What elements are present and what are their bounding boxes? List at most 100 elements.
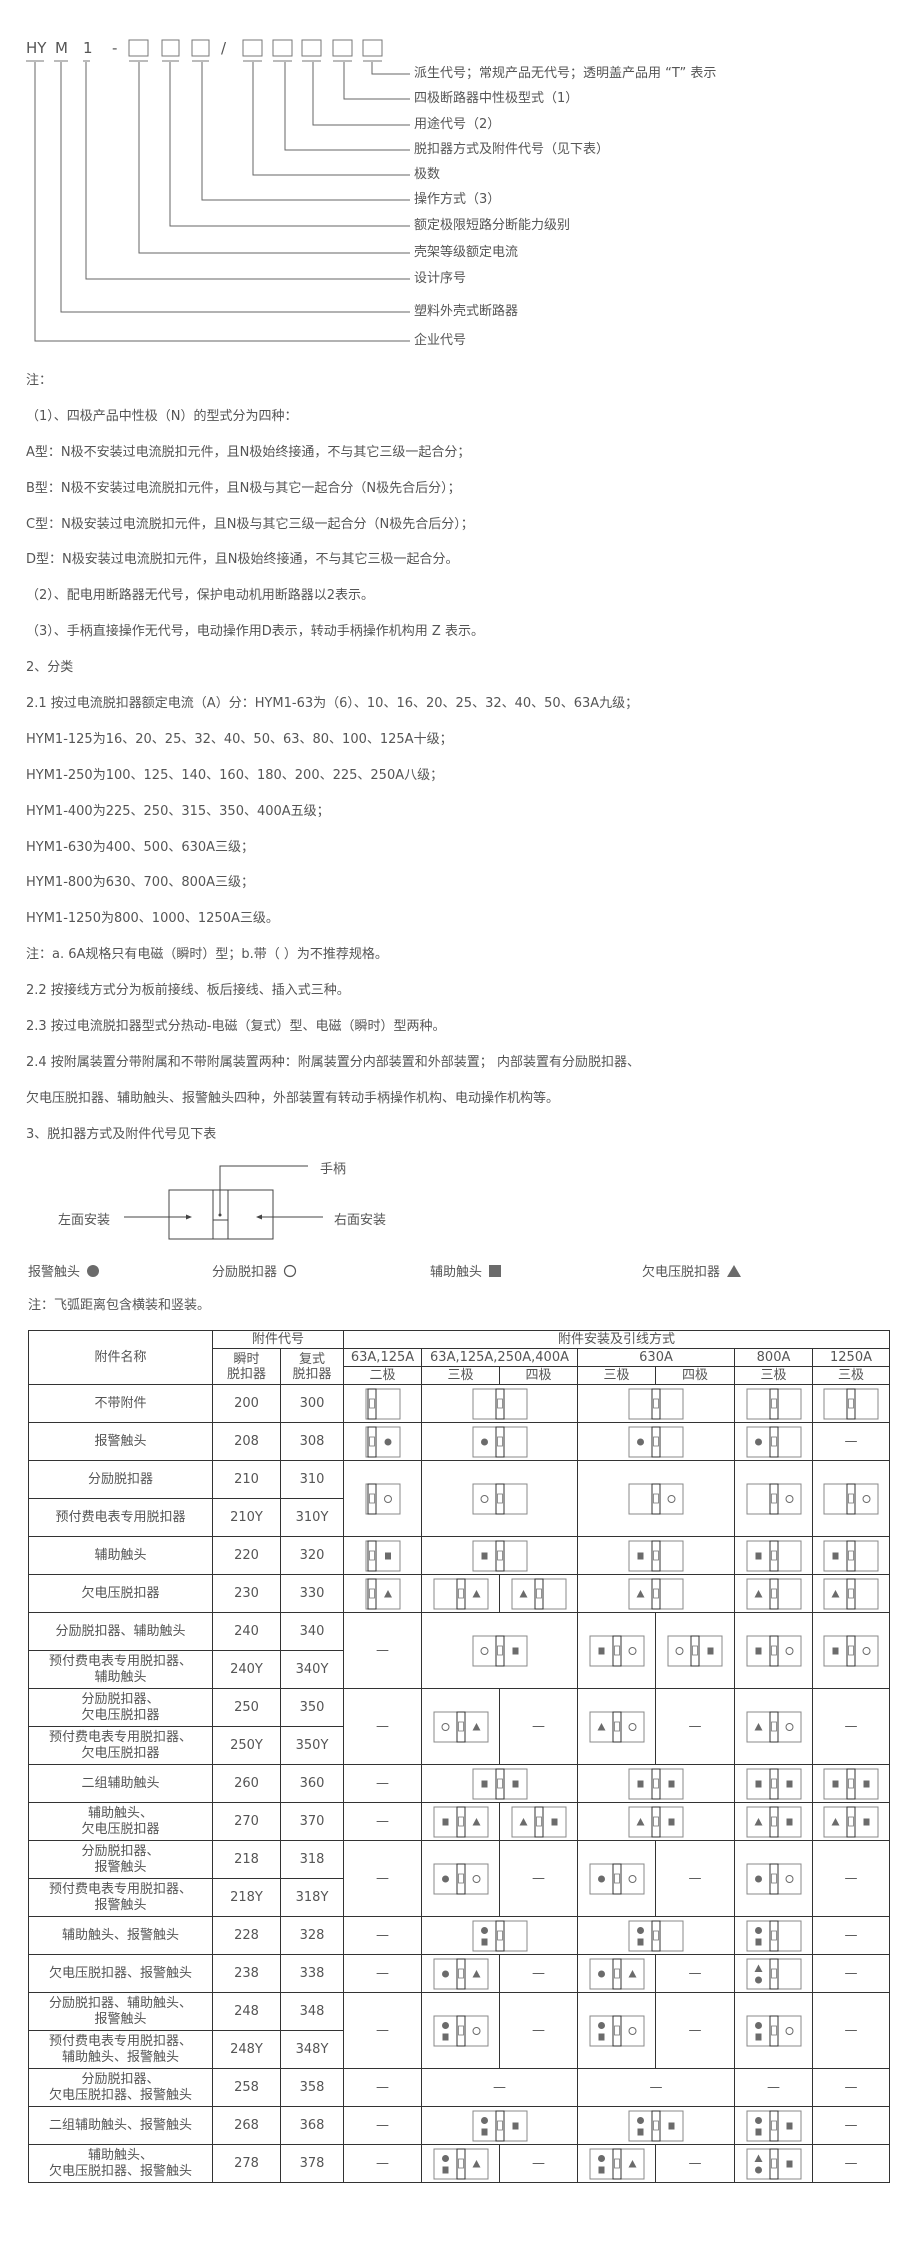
auxiliary-contact-symbol	[863, 1780, 870, 1787]
filled-square-icon	[489, 1264, 502, 1277]
handle-slot	[846, 1768, 856, 1799]
handle-icon	[653, 1778, 659, 1788]
handle-icon	[613, 2158, 620, 2168]
handle-slot	[612, 1711, 622, 1742]
not-available-cell: —	[499, 1992, 579, 2069]
wiring-diagram	[365, 1540, 401, 1571]
breaker-outline	[746, 1578, 802, 1609]
accessory-name: 预付费电表专用脱扣器、 报警触头	[28, 1878, 213, 1917]
undervoltage-release-symbol	[754, 2154, 763, 2162]
handle-label: 手柄	[320, 1162, 347, 1177]
code-placeholder-box	[128, 39, 149, 57]
wiring-diagram	[746, 1483, 802, 1514]
wiring-diagram	[472, 1540, 528, 1571]
header-poles: 三极	[812, 1366, 891, 1385]
not-available-cell: —	[577, 2068, 736, 2107]
instant-release-code: 210	[212, 1460, 281, 1499]
wiring-diagram	[365, 1578, 401, 1609]
handle-slot	[495, 1426, 505, 1457]
compound-release-code: 348Y	[279, 2030, 345, 2069]
auxiliary-contact-symbol	[832, 1552, 839, 1559]
handle-slot	[769, 1426, 779, 1457]
wiring-diagram-cell	[343, 1384, 423, 1423]
note-line: 2、分类	[26, 660, 74, 676]
shunt-release-symbol	[667, 1494, 676, 1503]
code-leader-line	[201, 62, 410, 201]
breaker-outline	[511, 1806, 567, 1837]
code-field-label: 额定极限短路分断能力级别	[414, 218, 571, 233]
compound-release-code: 310Y	[279, 1498, 345, 1537]
handle-slot	[769, 1635, 779, 1666]
handle-slot	[367, 1483, 377, 1514]
wiring-diagram-cell	[577, 1688, 657, 1765]
wiring-diagram-cell	[734, 1802, 814, 1841]
auxiliary-contact-symbol	[481, 1780, 488, 1787]
alarm-contact-symbol	[480, 1926, 488, 1934]
handle-slot	[456, 1806, 466, 1837]
code-placeholder-box	[191, 39, 210, 57]
instant-release-code: 208	[212, 1422, 281, 1461]
header-rating-800: 800A	[734, 1348, 814, 1367]
compound-release-code: 358	[279, 2068, 345, 2107]
handle-icon	[368, 1436, 375, 1446]
undervoltage-release-symbol	[519, 1589, 528, 1597]
undervoltage-release-symbol	[831, 1589, 840, 1597]
not-available-cell: —	[421, 2068, 579, 2107]
undervoltage-release-symbol	[472, 2159, 481, 2167]
wiring-diagram-cell	[734, 1764, 814, 1803]
table-row: 不带附件 200 300	[28, 1384, 891, 1423]
handle-slot	[495, 1768, 505, 1799]
shunt-release-symbol	[480, 1494, 489, 1503]
undervoltage-release-symbol	[754, 1589, 763, 1597]
instant-release-code: 220	[212, 1536, 281, 1575]
table-row: 分励脱扣器、 欠电压脱扣器 250 350— — — —	[28, 1688, 891, 1765]
wiring-diagram	[746, 1578, 802, 1609]
code-placeholder-box	[242, 39, 263, 57]
breaker-outline	[746, 1806, 802, 1837]
undervoltage-release-symbol	[628, 2159, 637, 2167]
shunt-release-symbol	[628, 2026, 637, 2035]
handle-slot	[651, 1768, 661, 1799]
shunt-release-symbol	[383, 1494, 392, 1503]
handle-icon	[457, 1968, 464, 1978]
instant-release-code: 218Y	[212, 1878, 281, 1917]
handle-slot	[495, 1483, 505, 1514]
wiring-diagram-cell	[421, 1422, 579, 1461]
accessory-name: 预付费电表专用脱扣器、 辅助触头	[28, 1650, 213, 1689]
breaker-outline	[628, 1806, 684, 1837]
wiring-diagram	[667, 1635, 723, 1666]
table-row: 辅助触头、报警触头 228 328— —	[28, 1916, 891, 1955]
wiring-diagram-cell	[812, 1802, 891, 1841]
legend-note: 注：飞弧距离包含横装和竖装。	[28, 1298, 211, 1313]
auxiliary-contact-symbol	[442, 1818, 449, 1825]
breaker-outline	[746, 2148, 802, 2179]
breaker-outline	[746, 1540, 802, 1571]
compound-release-code: 300	[279, 1384, 345, 1423]
table-row: 欠电压脱扣器、报警触头 238 338— — — —	[28, 1954, 891, 1993]
not-available-cell: —	[499, 1840, 579, 1917]
wiring-diagram	[628, 1806, 684, 1837]
handle-icon	[653, 1398, 659, 1408]
handle-slot	[769, 1806, 779, 1837]
handle-icon	[496, 2120, 503, 2130]
accessory-name: 分励脱扣器	[28, 1460, 213, 1499]
not-available-cell: —	[343, 1992, 423, 2069]
auxiliary-contact-symbol	[598, 1647, 605, 1654]
handle-icon	[770, 2158, 777, 2168]
header-instant-release: 瞬时 脱扣器	[212, 1348, 281, 1385]
wiring-diagram	[589, 1635, 645, 1666]
wiring-diagram-cell	[812, 1384, 891, 1423]
undervoltage-release-symbol	[519, 1817, 528, 1825]
handle-icon	[770, 1721, 777, 1731]
handle-icon	[496, 1550, 503, 1560]
table-row: 预付费电表专用脱扣器 210Y 310Y	[28, 1498, 890, 1537]
notes-section: 注： （1）、四极产品中性极（N）的型式分为四种： A型：N极不安装过电流脱扣元件，…	[26, 363, 640, 1153]
handle-icon	[653, 1550, 659, 1560]
handle-slot	[495, 1540, 505, 1571]
auxiliary-contact-symbol	[598, 2166, 605, 2173]
left-arrow-icon	[186, 1214, 192, 1220]
instant-release-code: 250	[212, 1688, 281, 1727]
wiring-diagram	[433, 1578, 489, 1609]
code-leader-line	[343, 62, 410, 100]
wiring-diagram	[511, 1806, 567, 1837]
